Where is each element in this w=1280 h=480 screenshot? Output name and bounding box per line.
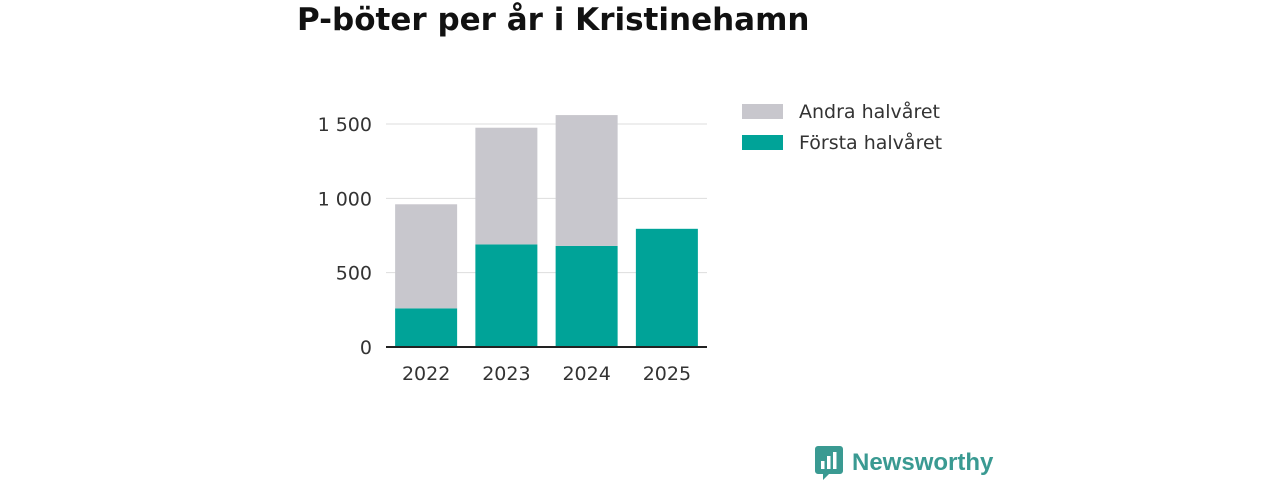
x-tick-label-2023: 2023 xyxy=(482,363,530,385)
legend-swatch-andra-halvaret xyxy=(742,104,783,119)
bar-2022-andra-halvaret xyxy=(395,204,458,309)
bar-2024-forsta-halvaret xyxy=(555,245,618,347)
legend-label-andra-halvaret: Andra halvåret xyxy=(799,100,940,123)
x-tick-label-2025: 2025 xyxy=(643,363,691,385)
legend-label-forsta-halvaret: Första halvåret xyxy=(799,131,943,154)
legend-swatch-forsta-halvaret xyxy=(742,135,783,150)
bar-2023-forsta-halvaret xyxy=(475,244,538,347)
brand-name: Newsworthy xyxy=(852,449,994,476)
y-tick-label-0: 0 xyxy=(360,337,372,359)
x-tick-label-2024: 2024 xyxy=(562,363,610,385)
chart-title: P-böter per år i Kristinehamn xyxy=(297,2,810,38)
y-tick-label-500: 500 xyxy=(336,263,372,285)
y-tick-label-1500: 1 500 xyxy=(318,114,372,136)
newsworthy-logo-icon xyxy=(815,446,843,480)
y-tick-label-1000: 1 000 xyxy=(318,188,372,210)
bar-2022-forsta-halvaret xyxy=(395,308,458,347)
x-tick-label-2022: 2022 xyxy=(402,363,450,385)
legend: Andra halvåret Första halvåret xyxy=(742,96,942,158)
bar-2023-andra-halvaret xyxy=(475,127,538,245)
legend-item-andra-halvaret: Andra halvåret xyxy=(742,96,942,127)
legend-item-forsta-halvaret: Första halvåret xyxy=(742,127,942,158)
bar-2025-forsta-halvaret xyxy=(635,228,698,347)
brand-logo: Newsworthy xyxy=(815,446,993,480)
bar-2024-andra-halvaret xyxy=(555,115,618,246)
